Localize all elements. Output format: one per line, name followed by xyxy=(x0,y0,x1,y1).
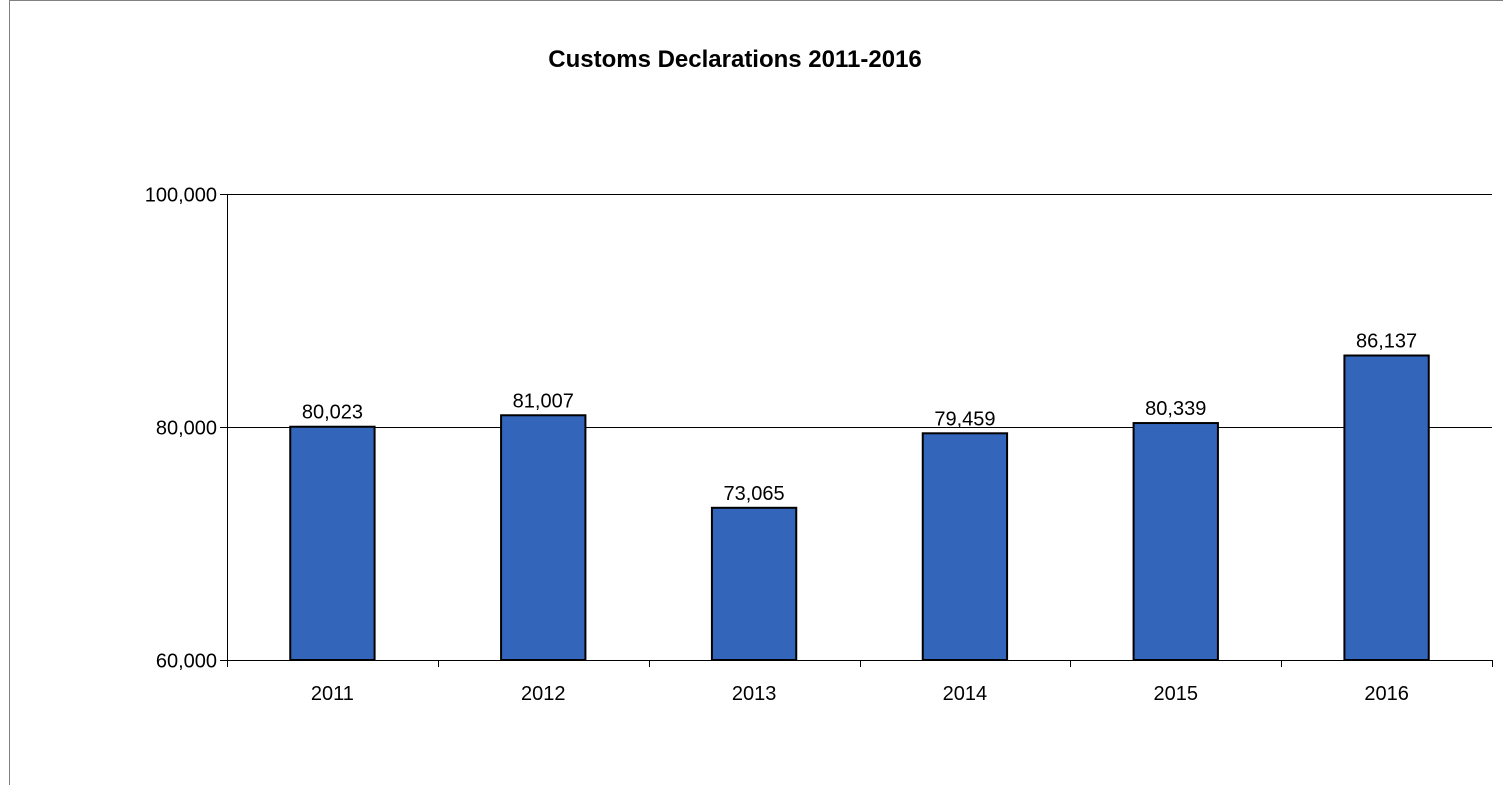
data-labels: 80,023 81,007 73,065 79,459 80,339 86,137 xyxy=(302,331,1417,505)
data-label-2012: 81,007 xyxy=(513,390,574,412)
data-label-2014: 79,459 xyxy=(934,408,995,430)
data-label-2013: 73,065 xyxy=(723,483,784,505)
axes xyxy=(220,194,1493,667)
bar-2016 xyxy=(1343,354,1430,661)
x-tick-label-2016: 2016 xyxy=(1364,683,1409,705)
y-tick-label: 60,000 xyxy=(156,651,217,673)
data-label-2015: 80,339 xyxy=(1145,398,1206,420)
y-tick-labels: 60,000 80,000 100,000 xyxy=(145,185,217,673)
x-tick-label-2014: 2014 xyxy=(943,683,988,705)
bar-2012 xyxy=(500,414,587,662)
bar-2014 xyxy=(921,432,1009,661)
x-tick-labels: 2011 2012 2013 2014 2015 2016 xyxy=(311,683,1409,705)
x-tick-label-2011: 2011 xyxy=(311,683,354,705)
x-tick-label-2013: 2013 xyxy=(732,683,777,705)
bar-2015 xyxy=(1132,422,1219,662)
data-label-2016: 86,137 xyxy=(1356,331,1417,353)
y-tick-label: 100,000 xyxy=(145,185,217,207)
bar-2013 xyxy=(710,506,798,661)
x-tick-label-2012: 2012 xyxy=(521,683,566,705)
gridlines xyxy=(227,194,1492,428)
data-label-2011: 80,023 xyxy=(302,402,363,424)
x-tick-label-2015: 2015 xyxy=(1154,683,1199,705)
chart-title: Customs Declarations 2011-2016 xyxy=(548,46,922,73)
y-tick-label: 80,000 xyxy=(156,418,217,440)
bar-2011 xyxy=(289,425,376,661)
bars xyxy=(289,354,1430,662)
